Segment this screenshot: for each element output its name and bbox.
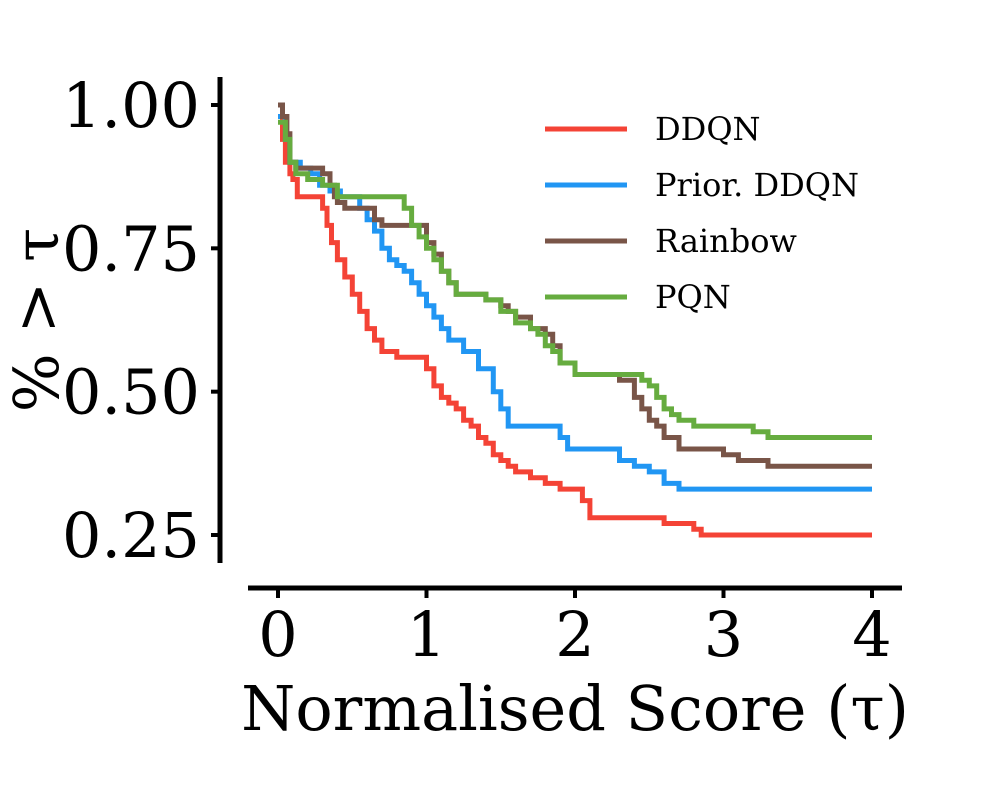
x-tick-label: 0 (258, 598, 297, 671)
y-tick-label: 0.25 (62, 499, 200, 572)
series-line-prior-ddqn (278, 114, 872, 492)
series-layer (278, 102, 872, 538)
series-line-ddqn (278, 114, 872, 538)
x-tick-label: 3 (704, 598, 743, 671)
y-tick-label: 0.75 (62, 212, 200, 285)
series-line-rainbow (278, 102, 872, 469)
x-tick-label: 1 (407, 598, 446, 671)
y-tick-label: 1.00 (62, 69, 200, 142)
y-tick-label: 0.50 (62, 356, 200, 429)
legend-label: PQN (655, 278, 731, 316)
y-ticks: 0.25 0.50 0.75 1.00 (62, 69, 220, 572)
y-axis-title: % > τ (0, 228, 73, 413)
x-ticks: 0 1 2 3 4 (258, 588, 892, 671)
legend-label: DDQN (655, 110, 761, 148)
x-axis-title: Normalised Score (τ) (241, 672, 909, 745)
legend-label: Rainbow (655, 222, 797, 260)
x-tick-label: 4 (852, 598, 891, 671)
x-tick-label: 2 (555, 598, 594, 671)
series-line-pqn (278, 119, 872, 440)
legend-label: Prior. DDQN (655, 166, 859, 204)
legend: DDQN Prior. DDQN Rainbow PQN (545, 110, 859, 316)
